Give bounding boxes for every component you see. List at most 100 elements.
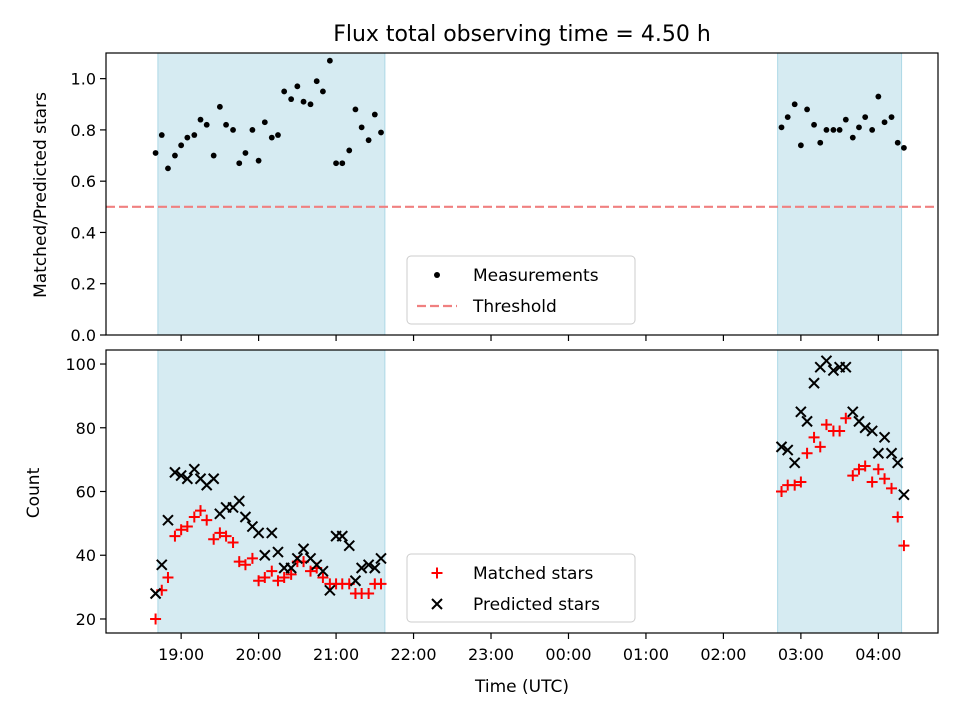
- bottom-panel-y-axis-label: Count: [24, 467, 44, 518]
- predicted-star-point: [175, 469, 187, 482]
- bottom-panel-y-tick-label: 20: [76, 610, 96, 629]
- measurement-point: [784, 114, 791, 120]
- measurement-point: [288, 96, 295, 103]
- measurement-point: [191, 132, 198, 138]
- predicted-star-point: [878, 431, 891, 444]
- measurement-point: [230, 127, 236, 133]
- x-tick-label: 01:00: [623, 645, 669, 664]
- predicted-star-point: [297, 543, 310, 555]
- measurement-point: [339, 160, 346, 167]
- matched-star-point: [847, 470, 859, 482]
- measurement-point: [842, 116, 849, 123]
- measurement-point: [804, 106, 810, 113]
- predicted-star-point: [239, 511, 252, 523]
- bottom-panel-plot-area: [149, 350, 910, 633]
- measurement-point: [817, 139, 824, 146]
- top-panel-frame: [105, 52, 939, 336]
- matched-star-point: [214, 527, 226, 539]
- matched-star-point: [278, 572, 290, 584]
- predicted-star-point: [291, 552, 304, 565]
- matched-star-point: [208, 533, 220, 545]
- measurement-point: [869, 127, 876, 133]
- measurement-point: [875, 93, 882, 100]
- matched-star-point: [795, 476, 807, 488]
- matched-star-point: [886, 482, 898, 494]
- chart-title: Flux total observing time = 4.50 h: [333, 22, 711, 47]
- measurement-point: [268, 134, 275, 141]
- measurement-point: [856, 124, 862, 131]
- measurement-point: [811, 121, 817, 128]
- matched-star-point: [201, 514, 213, 526]
- measurement-point: [778, 124, 785, 131]
- matched-star-point: [892, 511, 904, 523]
- measurement-point: [371, 111, 378, 118]
- measurement-point: [901, 144, 907, 151]
- measurement-point: [210, 152, 217, 159]
- x-tick-label: 03:00: [778, 645, 824, 664]
- top-panel-legend: Measurements Threshold: [406, 255, 636, 325]
- predicted-star-point: [840, 361, 852, 373]
- matched-star-point: [820, 419, 832, 431]
- predicted-star-point: [336, 530, 348, 542]
- measurement-point: [358, 124, 365, 131]
- predicted-star-point: [156, 559, 168, 571]
- x-tick-label: 02:00: [700, 645, 746, 664]
- legend-measurement-marker: [434, 272, 440, 278]
- matched-star-point: [853, 463, 865, 475]
- matched-star-point: [150, 613, 162, 625]
- bottom-panel: 20 40 60 80 100 19:00 20:00 21:00 22:00 23:00 00:0…: [65, 349, 939, 664]
- measurement-point: [242, 150, 249, 156]
- matched-star-point: [162, 572, 174, 584]
- measurement-point: [352, 106, 359, 113]
- measurement-point: [791, 101, 798, 108]
- predicted-star-point: [820, 355, 833, 367]
- measurement-point: [197, 116, 204, 123]
- top-panel: 0.0 0.2 0.4 0.6 0.8 1.0 Measurements Threshold: [71, 52, 939, 345]
- predicted-star-point: [782, 444, 794, 456]
- measurement-point: [158, 132, 165, 138]
- measurement-point: [236, 160, 243, 167]
- matched-star-point: [801, 447, 813, 459]
- measurement-point: [223, 121, 229, 128]
- matched-star-point: [285, 568, 297, 580]
- top-panel-y-axis-label: Matched/Predicted stars: [31, 92, 51, 298]
- predicted-star-point: [788, 457, 801, 469]
- predicted-star-point: [343, 539, 355, 552]
- bottom-panel-shaded-interval: [157, 350, 386, 633]
- matched-star-point: [808, 431, 820, 443]
- measurement-point: [275, 132, 281, 138]
- top-panel-legend-label: Threshold: [472, 297, 557, 317]
- measurement-point: [881, 119, 888, 126]
- measurement-point: [333, 160, 339, 167]
- matched-star-point: [246, 552, 258, 564]
- measurement-point: [152, 150, 159, 156]
- measurement-point: [797, 142, 804, 149]
- bottom-panel-y-tick-label: 40: [76, 546, 96, 565]
- measurement-point: [184, 134, 191, 141]
- predicted-star-point: [369, 562, 381, 574]
- measurement-point: [249, 127, 256, 133]
- predicted-star-point: [375, 552, 387, 565]
- measurement-point: [836, 127, 843, 133]
- top-panel-shaded-interval: [777, 53, 903, 335]
- bottom-panel-legend: Matched stars Predicted stars: [406, 553, 636, 623]
- predicted-star-point: [827, 364, 840, 377]
- top-panel-y-tick-label: 0.6: [71, 172, 96, 191]
- matched-star-point: [866, 476, 878, 488]
- measurement-point: [849, 134, 856, 141]
- measurement-point: [320, 88, 326, 95]
- measurement-point: [178, 142, 185, 149]
- predicted-star-point: [859, 422, 871, 434]
- matched-star-point: [840, 412, 852, 424]
- measurement-point: [261, 119, 268, 126]
- predicted-star-point: [162, 514, 174, 526]
- matched-star-point: [363, 587, 375, 599]
- matched-star-point: [175, 524, 187, 536]
- matched-star-point: [259, 572, 271, 584]
- predicted-star-point: [349, 575, 362, 587]
- matched-star-point: [834, 425, 846, 437]
- measurement-point: [862, 114, 869, 120]
- bottom-panel-y-tick-label: 60: [76, 483, 96, 502]
